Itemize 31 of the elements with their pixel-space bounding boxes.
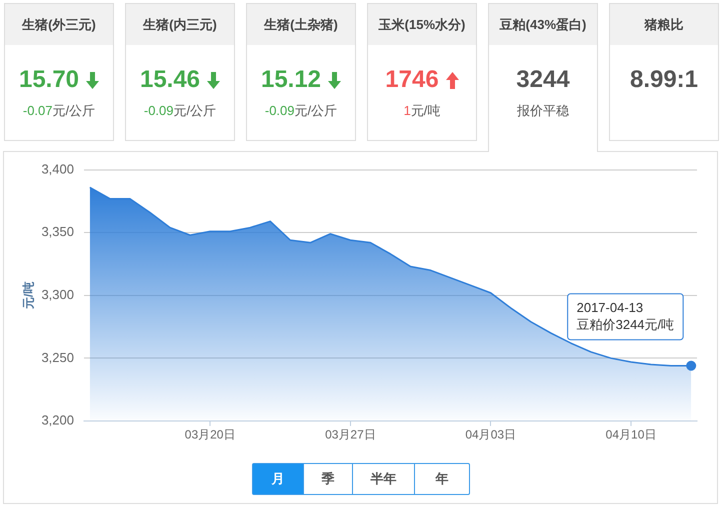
text: 生猪(外三元) bbox=[5, 4, 113, 45]
text: 3244 bbox=[516, 65, 570, 95]
y-tick-label: 3,350 bbox=[41, 224, 74, 240]
y-tick-label: 3,250 bbox=[41, 350, 74, 365]
text: -0.07元/公斤 bbox=[22, 103, 96, 118]
y-tick-label: 3,300 bbox=[41, 286, 74, 302]
text: 生猪(内三元) bbox=[126, 4, 234, 45]
tab-button[interactable]: 年 bbox=[414, 464, 469, 494]
text: -0.09元/公斤 bbox=[264, 103, 338, 118]
text: 猪粮比 bbox=[610, 4, 718, 45]
text: 15.12 bbox=[260, 65, 322, 95]
text: 15.70 bbox=[18, 65, 80, 95]
text: -0.09元/公斤 bbox=[144, 103, 216, 118]
x-tick-label: 04月10日 bbox=[606, 428, 656, 442]
text: 报价平稳 bbox=[516, 103, 570, 119]
x-tick-label: 04月03日 bbox=[465, 428, 516, 442]
text: 1746 bbox=[385, 65, 439, 95]
y-tick-label: 3,200 bbox=[41, 412, 74, 428]
text: 生猪(土杂猪) bbox=[247, 4, 355, 45]
tab-button[interactable]: 季 bbox=[303, 464, 352, 494]
y-tick-label: 3,400 bbox=[41, 161, 74, 176]
text: 1元/吨 bbox=[404, 103, 440, 118]
x-tick-label: 03月27日 bbox=[325, 428, 376, 442]
y-axis-title: 元/吨 bbox=[22, 282, 36, 310]
text: 豆粕(43%蛋白) bbox=[489, 4, 597, 45]
text: 玉米(15%水分) bbox=[368, 4, 476, 45]
annotation: 2017-04-13 豆粕价3244元/吨 bbox=[576, 300, 674, 332]
text: 8.99:1 bbox=[630, 65, 698, 95]
x-tick-label: 03月20日 bbox=[184, 428, 236, 442]
tab-button[interactable]: 半年 bbox=[352, 464, 414, 494]
text: 15.46 bbox=[140, 65, 200, 95]
